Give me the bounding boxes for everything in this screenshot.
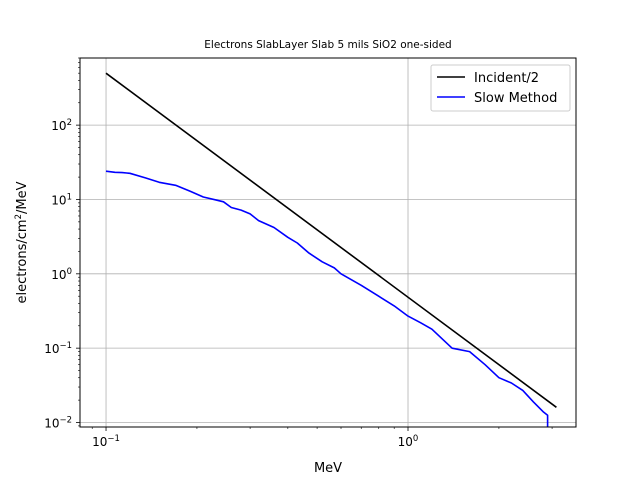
legend-label: Slow Method (474, 91, 557, 106)
legend-label: Incident/2 (474, 71, 539, 86)
y-tick-label: 101 (51, 192, 72, 207)
x-axis-label: MeV (314, 461, 342, 476)
y-tick-label: 10−2 (44, 416, 72, 431)
ticks: 10−1 100 10−2 10−1 100 101 102 (44, 57, 553, 449)
y-axis-label-sup: 2 (14, 214, 24, 219)
legend-box (430, 64, 571, 112)
x-tick-label: 100 (398, 434, 419, 449)
grid (80, 58, 576, 427)
plot-frame (79, 57, 577, 428)
y-axis-label: electrons/cm2/MeV (14, 181, 30, 303)
y-tick-label: 10−1 (44, 341, 72, 356)
y-tick-label: 100 (51, 267, 72, 282)
legend: Incident/2 Slow Method (430, 64, 571, 112)
y-tick-label: 102 (51, 118, 72, 133)
series-line-2 (105, 170, 549, 427)
series-layer (105, 72, 557, 427)
y-axis-label-suffix: /MeV (15, 181, 30, 214)
series-line-1 (105, 72, 557, 408)
x-tick-label: 10−1 (92, 434, 120, 449)
chart-title: Electrons SlabLayer Slab 5 mils SiO2 one… (204, 39, 451, 51)
y-axis-label-base: electrons/cm (15, 219, 30, 303)
